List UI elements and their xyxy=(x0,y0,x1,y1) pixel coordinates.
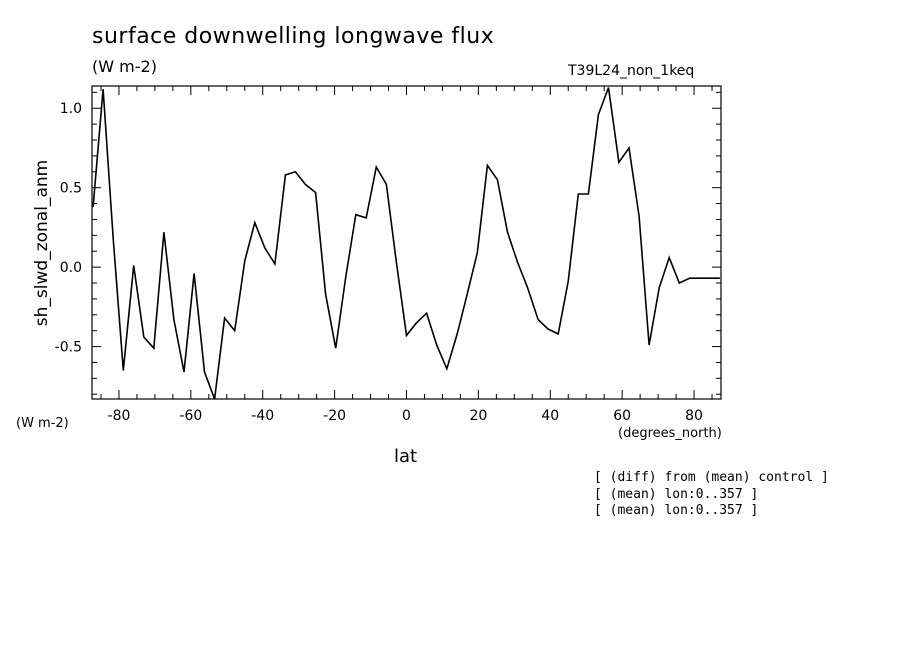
y-tick-label: 0.0 xyxy=(60,260,82,276)
x-tick-label: 60 xyxy=(613,408,631,424)
x-tick-label: 40 xyxy=(541,408,559,424)
y-tick-label: 0.5 xyxy=(60,181,82,197)
x-tick-label: -20 xyxy=(323,408,346,424)
tick-labels: -80 -60 -40 -20 0 20 40 60 80 -0.5 0.0 0.5 1.0 xyxy=(55,101,703,424)
y-axis-units: (W m-2) xyxy=(16,416,69,431)
series-group xyxy=(92,87,720,400)
y-tick-label: 1.0 xyxy=(60,101,82,117)
x-tick-label: 0 xyxy=(402,408,411,424)
x-tick-label: 80 xyxy=(685,408,703,424)
axis-ticks xyxy=(92,86,721,399)
annotation-mean-lon-2: [ (mean) lon:0..357 ] xyxy=(594,503,759,518)
x-axis-label: lat xyxy=(394,446,418,467)
run-name: T39L24_non_1keq xyxy=(568,63,695,79)
x-axis-units: (degrees_north) xyxy=(618,426,722,441)
series-line-0 xyxy=(92,87,720,400)
x-tick-label: -80 xyxy=(108,408,131,424)
x-tick-label: 20 xyxy=(469,408,487,424)
plot-frame xyxy=(91,85,722,400)
x-tick-label: -60 xyxy=(179,408,202,424)
chart-title: surface downwelling longwave flux xyxy=(92,24,495,49)
annotation-mean-lon: [ (mean) lon:0..357 ] xyxy=(594,487,759,502)
annotation-diff: [ (diff) from (mean) control ] xyxy=(594,470,829,485)
y-tick-label: -0.5 xyxy=(55,340,82,356)
x-tick-label: -40 xyxy=(251,408,274,424)
chart-units: (W m-2) xyxy=(92,57,157,76)
